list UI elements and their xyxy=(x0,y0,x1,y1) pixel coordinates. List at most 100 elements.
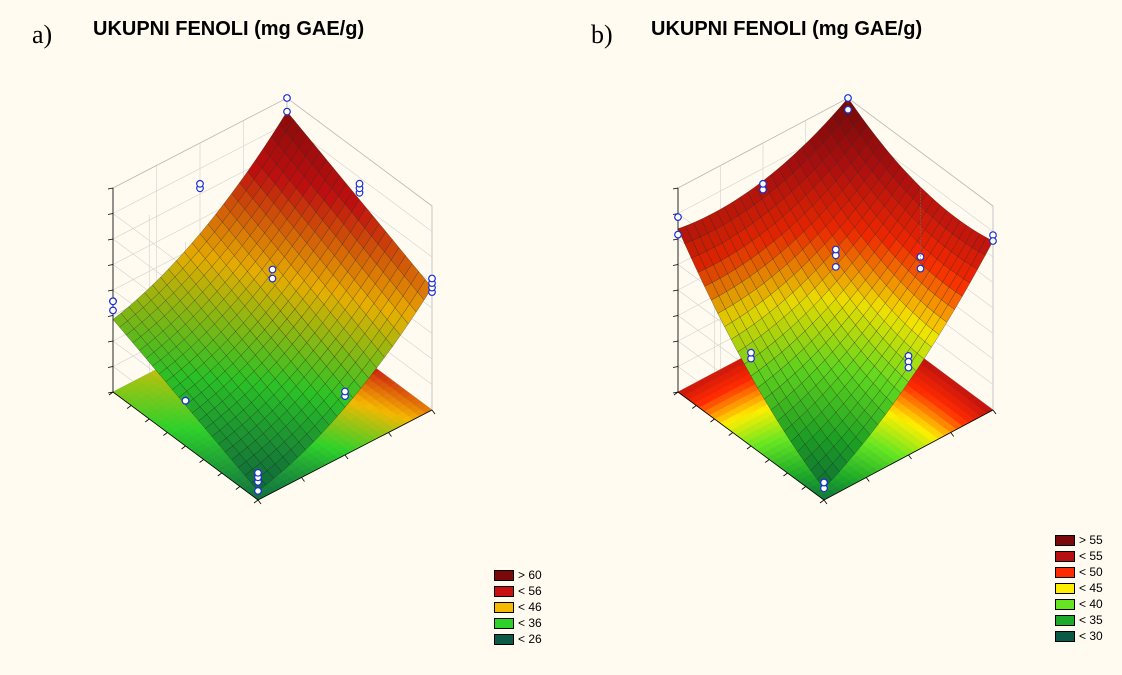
legend-swatch xyxy=(494,601,514,613)
z-tick xyxy=(107,238,114,241)
data-point xyxy=(355,179,364,188)
y-tick xyxy=(801,486,806,490)
legend-entry: < 35 xyxy=(1055,612,1103,628)
data-point xyxy=(674,230,682,239)
legend-entry: > 60 xyxy=(494,567,542,583)
legend-swatch xyxy=(1055,630,1075,642)
data-point xyxy=(831,263,840,271)
legend-label: < 45 xyxy=(1079,581,1103,595)
chart-title: UKUPNI FENOLI (mg GAE/g) xyxy=(651,18,923,40)
axis-edges xyxy=(107,187,436,505)
z-tick xyxy=(107,187,114,190)
legend-entry: > 55 xyxy=(1055,532,1103,548)
legend-label: < 26 xyxy=(518,632,542,646)
x-tick xyxy=(908,454,912,460)
legend: > 55 < 55 < 50 < 45 < 40 < 35 < 30 xyxy=(1055,532,1103,644)
x-tick xyxy=(823,499,828,505)
surface-plot xyxy=(107,94,436,505)
y-tick xyxy=(728,432,733,436)
axis-edges xyxy=(672,187,997,505)
data-point xyxy=(109,297,117,306)
surface-mesh xyxy=(677,97,994,489)
legend-entry: < 45 xyxy=(1055,580,1103,596)
z-tick xyxy=(672,340,679,343)
legend-entry: < 46 xyxy=(494,599,542,615)
data-point xyxy=(844,105,852,114)
y-tick xyxy=(692,405,697,409)
y-tick xyxy=(163,432,168,436)
chart-panel-b: b) UKUPNI FENOLI (mg GAE/g) > 55 < 55 < 50… xyxy=(561,0,1122,675)
observed-points xyxy=(109,94,436,495)
legend-swatch xyxy=(1055,582,1075,594)
legend-swatch xyxy=(494,633,514,645)
legend-swatch xyxy=(494,585,514,597)
y-tick xyxy=(765,459,770,463)
surface-plot xyxy=(672,94,997,505)
data-point xyxy=(196,179,204,188)
z-tick xyxy=(672,238,679,241)
y-tick xyxy=(199,459,204,463)
legend-swatch xyxy=(494,617,514,629)
x-tick xyxy=(344,454,349,460)
z-tick xyxy=(107,289,114,292)
x-tick xyxy=(865,477,870,482)
chart-title: UKUPNI FENOLI (mg GAE/g) xyxy=(93,18,365,40)
data-point xyxy=(254,487,262,495)
data-point xyxy=(916,264,925,273)
x-tick xyxy=(950,432,955,437)
legend-label: < 40 xyxy=(1079,597,1103,611)
legend-swatch xyxy=(1055,614,1075,626)
y-tick xyxy=(746,445,752,450)
panel-label: a) xyxy=(32,20,53,49)
legend-label: < 55 xyxy=(1079,549,1103,563)
chart-panel-a: a) UKUPNI FENOLI (mg GAE/g) > 60 < 56 < 46… xyxy=(32,18,542,647)
legend-swatch xyxy=(1055,598,1075,610)
data-point xyxy=(254,468,262,477)
legend-entry: < 56 xyxy=(494,583,542,599)
z-tick xyxy=(107,213,114,215)
x-tick xyxy=(431,409,436,415)
y-tick xyxy=(235,486,241,490)
data-point xyxy=(268,274,277,283)
data-point xyxy=(831,245,840,254)
z-tick xyxy=(672,289,679,292)
legend-entry: < 40 xyxy=(1055,596,1103,612)
panel-label: b) xyxy=(591,20,613,49)
z-tick xyxy=(672,187,679,190)
x-tick xyxy=(257,499,262,505)
legend-label: < 36 xyxy=(518,616,542,630)
legend-swatch xyxy=(1055,566,1075,578)
y-tick xyxy=(126,405,132,409)
data-point xyxy=(428,274,436,283)
data-point xyxy=(820,478,828,487)
z-tick xyxy=(107,315,114,317)
legend-entry: < 50 xyxy=(1055,564,1103,580)
legend-label: < 30 xyxy=(1079,629,1103,643)
y-tick xyxy=(181,445,186,450)
y-tick xyxy=(673,391,679,396)
data-point xyxy=(759,179,767,188)
z-tick xyxy=(107,366,114,368)
y-tick xyxy=(145,418,150,423)
legend-entry: < 30 xyxy=(1055,628,1103,644)
legend-label: < 50 xyxy=(1079,565,1103,579)
y-tick xyxy=(253,499,259,504)
legend-label: < 56 xyxy=(518,584,542,598)
surface-mesh xyxy=(112,111,433,492)
z-tick xyxy=(107,264,114,266)
legend-swatch xyxy=(1055,550,1075,562)
legend-entry: < 26 xyxy=(494,631,542,647)
data-point xyxy=(674,213,682,222)
data-point xyxy=(916,252,925,261)
legend-swatch xyxy=(1055,534,1075,546)
data-point xyxy=(844,94,852,102)
z-tick xyxy=(672,264,679,266)
data-point xyxy=(747,348,755,357)
legend-swatch xyxy=(494,569,514,581)
legend-label: < 35 xyxy=(1079,613,1103,627)
y-tick xyxy=(108,391,114,396)
data-point xyxy=(268,265,277,274)
y-tick xyxy=(819,499,825,504)
data-point xyxy=(989,237,997,245)
